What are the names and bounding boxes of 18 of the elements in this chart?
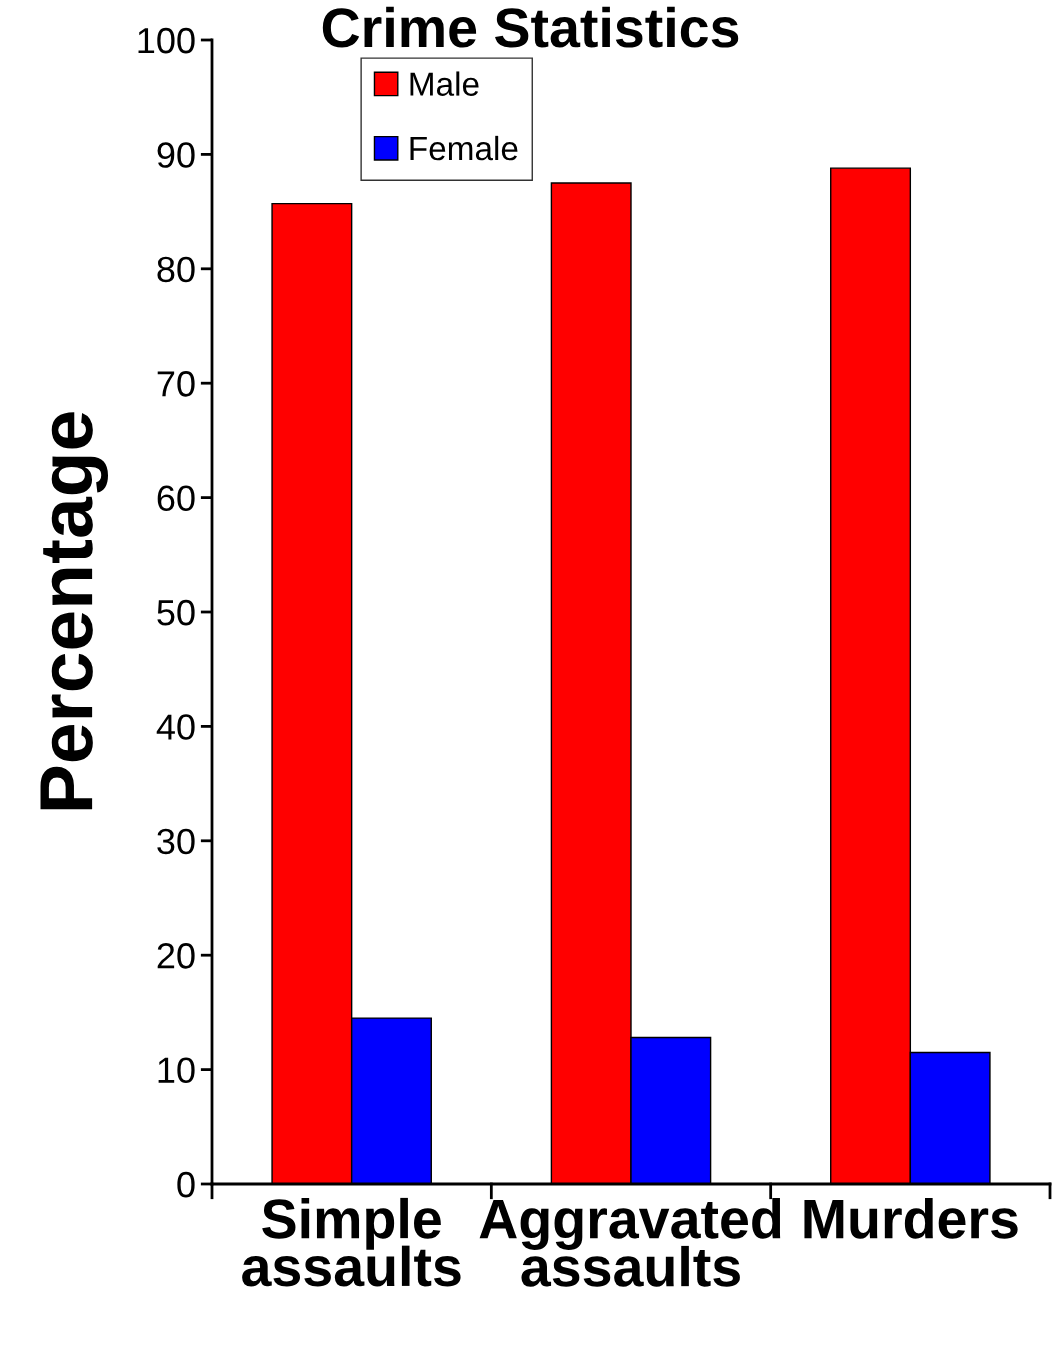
y-tick-label: 50	[157, 599, 195, 626]
x-tick-label: Murders	[804, 1197, 1018, 1239]
y-tick-label: 10	[158, 1057, 195, 1084]
y-tick-label: 60	[157, 485, 195, 512]
y-tick-label: 100	[138, 27, 195, 54]
y-tick-label: 70	[157, 371, 195, 397]
y-tick-label: 0	[177, 1171, 195, 1198]
y-tick-label: 30	[157, 828, 195, 855]
y-tick-label: 20	[157, 943, 195, 969]
y-tick-label: 40	[156, 714, 195, 740]
legend-label: Male	[410, 71, 479, 96]
x-tick-label: Aggravated assaults	[479, 1197, 781, 1287]
y-tick-label: 80	[157, 256, 195, 283]
y-axis-title: Percentage	[40, 412, 109, 810]
x-tick-label: Simple assaults	[242, 1197, 461, 1287]
legend-label: Female	[410, 135, 518, 161]
y-tick-label: 90	[157, 142, 195, 168]
chart-title: Crime Statistics	[322, 6, 739, 48]
